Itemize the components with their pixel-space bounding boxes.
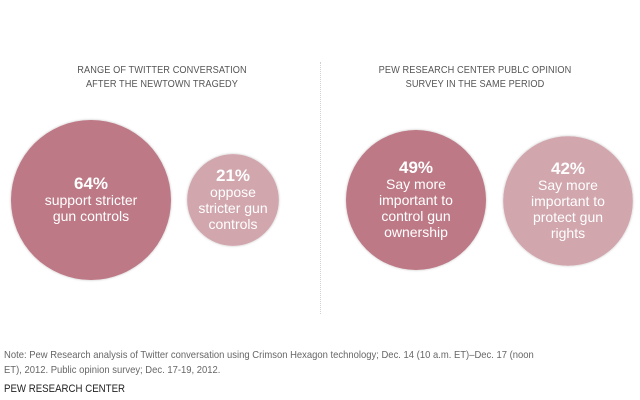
bubble-description-line: important to [531,193,605,209]
chart-note: Note: Pew Research analysis of Twitter c… [4,348,634,378]
panel-title-line: RANGE OF TWITTER CONVERSATION [77,65,247,76]
bubble-description-line: Say more [386,176,446,192]
bubble-description-line: stricter gun [198,200,267,216]
panel-title-line: AFTER THE NEWTOWN TRAGEDY [85,79,239,90]
panel-title-line: SURVEY IN THE SAME PERIOD [405,79,545,90]
bubble-value-label: 42% [551,159,585,178]
panel-divider [320,62,321,314]
note-line: ET), 2012. Public opinion survey; Dec. 1… [4,364,221,376]
bubble-description-line: ownership [384,224,448,240]
note-line: Note: Pew Research analysis of Twitter c… [4,349,534,361]
bubble [503,136,633,266]
bubble [11,120,171,280]
source-credit: PEW RESEARCH CENTER [4,383,126,395]
bubble-value-label: 21% [216,166,250,185]
bubble-description-line: protect gun [533,209,603,225]
bubble-description-line: support stricter [45,192,138,208]
bubble-value-label: 49% [399,158,433,177]
bubble-description-line: Say more [538,177,598,193]
bubble-description-line: gun controls [53,208,129,224]
panel-title-twitter: RANGE OF TWITTER CONVERSATION AFTER THE … [24,64,300,92]
panel-title-line: PEW RESEARCH CENTER PUBLC OPINION [378,65,572,76]
panel-title-survey: PEW RESEARCH CENTER PUBLC OPINION SURVEY… [337,64,613,92]
bubble-description-line: rights [551,225,585,241]
bubble-description-line: important to [379,192,453,208]
bubble-description-line: control gun [381,208,450,224]
bubble-description-line: controls [208,216,257,232]
bubble-value-label: 64% [74,174,108,193]
bubble [346,130,486,270]
bubble [187,154,279,246]
bubble-description-line: oppose [210,184,256,200]
